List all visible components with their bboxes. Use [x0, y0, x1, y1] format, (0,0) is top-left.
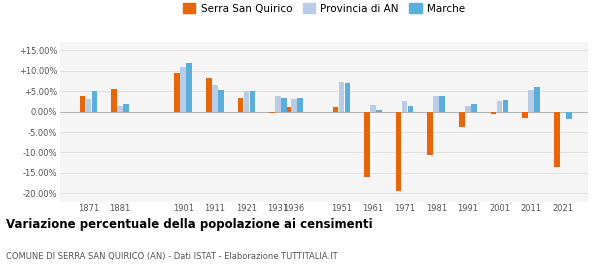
- Bar: [285, 107, 291, 111]
- Bar: [497, 101, 502, 111]
- Text: Variazione percentuale della popolazione ai censimenti: Variazione percentuale della popolazione…: [6, 218, 373, 231]
- Bar: [238, 99, 244, 111]
- Bar: [187, 63, 192, 111]
- Bar: [522, 111, 528, 118]
- Bar: [212, 85, 218, 111]
- Bar: [376, 109, 382, 111]
- Bar: [117, 106, 123, 111]
- Bar: [297, 99, 303, 111]
- Bar: [218, 90, 224, 111]
- Text: COMUNE DI SERRA SAN QUIRICO (AN) - Dati ISTAT - Elaborazione TUTTITALIA.IT: COMUNE DI SERRA SAN QUIRICO (AN) - Dati …: [6, 252, 338, 261]
- Bar: [86, 99, 91, 111]
- Bar: [439, 96, 445, 111]
- Bar: [427, 111, 433, 155]
- Bar: [471, 104, 476, 111]
- Bar: [364, 111, 370, 177]
- Bar: [402, 101, 407, 111]
- Bar: [433, 96, 439, 111]
- Bar: [370, 106, 376, 111]
- Bar: [123, 104, 129, 111]
- Bar: [344, 83, 350, 111]
- Bar: [281, 99, 287, 111]
- Bar: [554, 111, 560, 167]
- Bar: [465, 106, 471, 111]
- Bar: [275, 96, 281, 111]
- Bar: [111, 89, 117, 111]
- Bar: [206, 78, 212, 111]
- Bar: [459, 111, 465, 127]
- Bar: [80, 96, 85, 111]
- Bar: [250, 91, 256, 111]
- Bar: [566, 111, 572, 119]
- Bar: [503, 100, 508, 111]
- Bar: [338, 82, 344, 111]
- Bar: [181, 67, 186, 111]
- Bar: [396, 111, 401, 191]
- Bar: [332, 108, 338, 111]
- Bar: [560, 111, 566, 112]
- Legend: Serra San Quirico, Provincia di AN, Marche: Serra San Quirico, Provincia di AN, Marc…: [179, 0, 469, 18]
- Bar: [534, 87, 540, 111]
- Bar: [491, 111, 496, 114]
- Bar: [92, 91, 97, 111]
- Bar: [244, 91, 250, 111]
- Bar: [408, 106, 413, 111]
- Bar: [528, 90, 534, 111]
- Bar: [175, 73, 180, 111]
- Bar: [269, 111, 275, 113]
- Bar: [291, 99, 297, 111]
